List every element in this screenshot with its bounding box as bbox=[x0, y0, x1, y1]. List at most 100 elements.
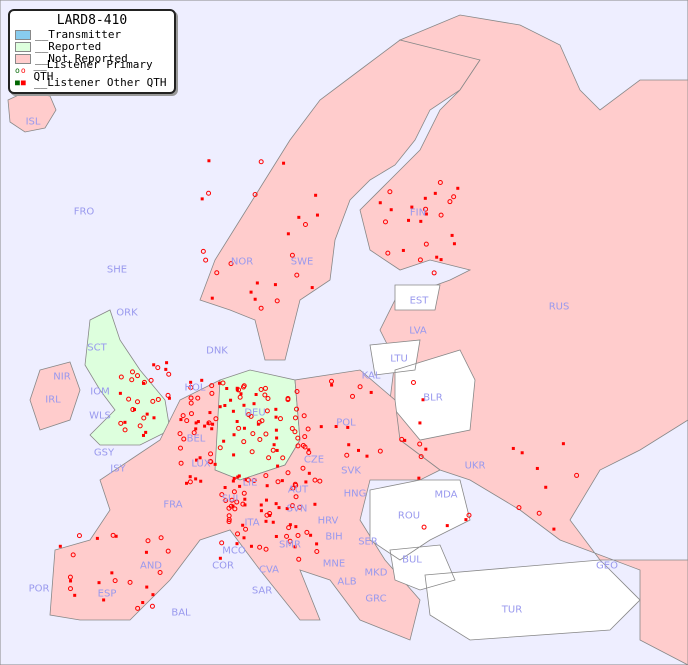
country-label-bel: BEL bbox=[186, 433, 206, 445]
listener-primary-marker bbox=[289, 426, 295, 432]
legend-other-qth: ■■ __Listener Other QTH bbox=[10, 77, 174, 89]
listener-other-marker bbox=[288, 523, 292, 527]
listener-other-marker bbox=[194, 427, 198, 431]
listener-primary-marker bbox=[295, 532, 301, 538]
not-reported-swatch bbox=[15, 54, 31, 64]
listener-primary-marker bbox=[234, 499, 240, 505]
listener-other-marker bbox=[252, 402, 256, 406]
listener-primary-marker bbox=[447, 199, 453, 205]
listener-primary-marker bbox=[304, 529, 310, 535]
listener-other-marker bbox=[456, 186, 460, 190]
listener-other-marker bbox=[141, 433, 145, 437]
listener-primary-marker bbox=[209, 383, 215, 389]
listener-primary-marker bbox=[249, 449, 255, 455]
listener-other-marker bbox=[334, 425, 338, 429]
country-label-alb: ALB bbox=[337, 576, 357, 588]
listener-other-marker bbox=[274, 534, 278, 538]
listener-other-marker bbox=[535, 466, 539, 470]
listener-other-marker bbox=[210, 296, 214, 300]
country-label-cva: CVA bbox=[258, 564, 280, 576]
listener-other-marker bbox=[265, 484, 269, 488]
listener-primary-marker bbox=[236, 425, 242, 431]
listener-primary-marker bbox=[350, 393, 356, 399]
listener-primary-marker bbox=[421, 524, 427, 530]
listener-primary-marker bbox=[274, 298, 280, 304]
listener-other-marker bbox=[259, 509, 263, 513]
listener-other-marker bbox=[73, 593, 77, 597]
country-label-smr: SMR bbox=[279, 539, 301, 551]
listener-markers bbox=[58, 159, 580, 611]
country-label-bul: BUL bbox=[402, 554, 422, 566]
listener-other-marker bbox=[207, 159, 211, 163]
listener-primary-marker bbox=[122, 427, 128, 433]
listener-other-marker bbox=[206, 421, 210, 425]
listener-other-marker bbox=[277, 506, 281, 510]
listener-primary-marker bbox=[165, 548, 171, 554]
listener-other-marker bbox=[274, 415, 278, 419]
listener-other-marker bbox=[286, 232, 290, 236]
listener-primary-marker bbox=[574, 472, 580, 478]
listener-other-marker bbox=[544, 485, 548, 489]
listener-primary-marker bbox=[263, 546, 269, 552]
listener-primary-marker bbox=[293, 494, 299, 500]
listener-other-marker bbox=[294, 525, 298, 529]
listener-other-marker bbox=[520, 451, 524, 455]
listener-other-marker bbox=[222, 439, 226, 443]
listener-other-marker bbox=[152, 416, 156, 420]
country-fin-rus bbox=[359, 14, 688, 665]
listener-primary-marker bbox=[293, 482, 299, 488]
listener-other-marker bbox=[144, 430, 148, 434]
listener-primary-marker bbox=[265, 396, 271, 402]
listener-other-marker bbox=[273, 283, 277, 287]
listener-other-marker bbox=[271, 520, 275, 524]
listener-other-marker bbox=[424, 447, 428, 451]
listener-primary-marker bbox=[243, 526, 249, 532]
listener-other-marker bbox=[194, 477, 198, 481]
listener-other-marker bbox=[314, 193, 318, 197]
listener-primary-marker bbox=[155, 365, 161, 371]
listener-other-marker bbox=[238, 484, 242, 488]
listener-primary-marker bbox=[127, 579, 133, 585]
listener-primary-marker bbox=[284, 533, 290, 539]
listener-primary-marker bbox=[289, 503, 295, 509]
listener-other-marker bbox=[293, 545, 297, 549]
country-label-sar: SAR bbox=[251, 585, 273, 597]
listener-other-marker bbox=[200, 378, 204, 382]
listener-primary-marker bbox=[296, 556, 302, 562]
listener-primary-marker bbox=[387, 189, 393, 195]
listener-primary-marker bbox=[200, 248, 206, 254]
listener-other-marker bbox=[274, 407, 278, 411]
listener-other-marker bbox=[141, 601, 145, 605]
listener-primary-marker bbox=[188, 395, 194, 401]
listener-other-marker bbox=[357, 448, 361, 452]
listener-primary-marker bbox=[134, 399, 140, 405]
listener-other-marker bbox=[223, 403, 227, 407]
listener-primary-marker bbox=[178, 460, 184, 466]
country-label-mda: MDA bbox=[434, 489, 458, 501]
country-label-cze: CZE bbox=[303, 454, 325, 466]
listener-other-marker bbox=[211, 422, 215, 426]
listener-primary-marker bbox=[292, 415, 298, 421]
listener-primary-marker bbox=[294, 406, 300, 412]
listener-other-marker bbox=[365, 454, 369, 458]
listener-other-marker bbox=[309, 533, 313, 537]
listener-primary-marker bbox=[314, 548, 320, 554]
listener-primary-marker bbox=[166, 371, 172, 377]
listener-primary-marker bbox=[286, 525, 292, 531]
filled-square-icon: ■■ bbox=[15, 78, 27, 87]
reported-swatch bbox=[15, 42, 31, 52]
listener-other-marker bbox=[97, 581, 101, 585]
listener-primary-marker bbox=[305, 426, 311, 432]
listener-primary-marker bbox=[246, 412, 252, 418]
legend-label: __Listener Other QTH bbox=[34, 76, 167, 89]
listener-primary-marker bbox=[410, 379, 416, 385]
listener-primary-marker bbox=[295, 435, 301, 441]
country-label-esp: ESP bbox=[97, 588, 117, 600]
listener-other-marker bbox=[239, 392, 243, 396]
listener-primary-marker bbox=[294, 389, 300, 395]
country-label-mne: MNE bbox=[322, 558, 346, 570]
listener-primary-marker bbox=[245, 477, 251, 483]
listener-primary-marker bbox=[226, 517, 232, 523]
listener-primary-marker bbox=[263, 473, 269, 479]
listener-primary-marker bbox=[264, 408, 270, 414]
